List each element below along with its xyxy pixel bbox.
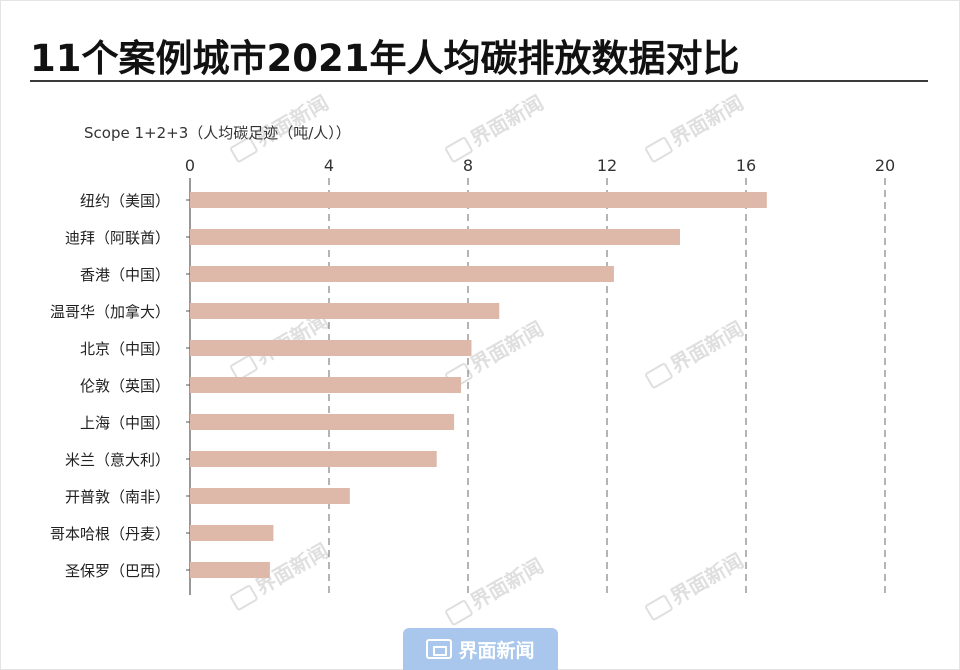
category-label: 迪拜（阿联酋） <box>65 229 170 247</box>
category-label: 香港（中国） <box>80 266 170 284</box>
bar <box>190 525 274 541</box>
x-tick-label: 12 <box>597 156 617 175</box>
bar <box>190 229 680 245</box>
bar <box>190 377 462 393</box>
x-tick-labels: 0 4 8 12 16 20 <box>185 156 895 175</box>
bar <box>190 488 350 504</box>
category-label: 上海（中国） <box>80 414 170 432</box>
bar <box>190 340 472 356</box>
bar <box>190 303 500 319</box>
x-tick-label: 20 <box>875 156 895 175</box>
category-label: 伦敦（英国） <box>80 377 170 395</box>
x-tick-label: 0 <box>185 156 195 175</box>
bar <box>190 266 614 282</box>
category-label: 哥本哈根（丹麦） <box>50 525 170 543</box>
category-label: 北京（中国） <box>80 340 170 358</box>
category-label: 圣保罗（巴西） <box>65 562 170 580</box>
brand-badge: 界面新闻 <box>403 628 558 670</box>
x-tick-label: 8 <box>463 156 473 175</box>
bar <box>190 562 270 578</box>
brand-logo-icon <box>426 639 453 659</box>
bar <box>190 414 455 430</box>
category-label: 温哥华（加拿大） <box>50 303 170 321</box>
title-rule <box>30 80 928 82</box>
axis-label: Scope 1+2+3（人均碳足迹（吨/人）） <box>84 124 351 142</box>
brand-badge-text: 界面新闻 <box>458 639 535 662</box>
category-label: 米兰（意大利） <box>65 451 170 469</box>
page-title: 11个案例城市2021年人均碳排放数据对比 <box>30 37 740 80</box>
category-labels: 纽约（美国） 迪拜（阿联酋） 香港（中国） 温哥华（加拿大） 北京（中国） 伦敦（英国） 上… <box>50 192 170 580</box>
bar <box>190 451 437 467</box>
x-tick-label: 4 <box>324 156 334 175</box>
bars <box>186 192 767 578</box>
category-label: 开普敦（南非） <box>65 488 170 506</box>
x-tick-label: 16 <box>736 156 756 175</box>
category-label: 纽约（美国） <box>80 192 170 210</box>
bar <box>190 192 767 208</box>
